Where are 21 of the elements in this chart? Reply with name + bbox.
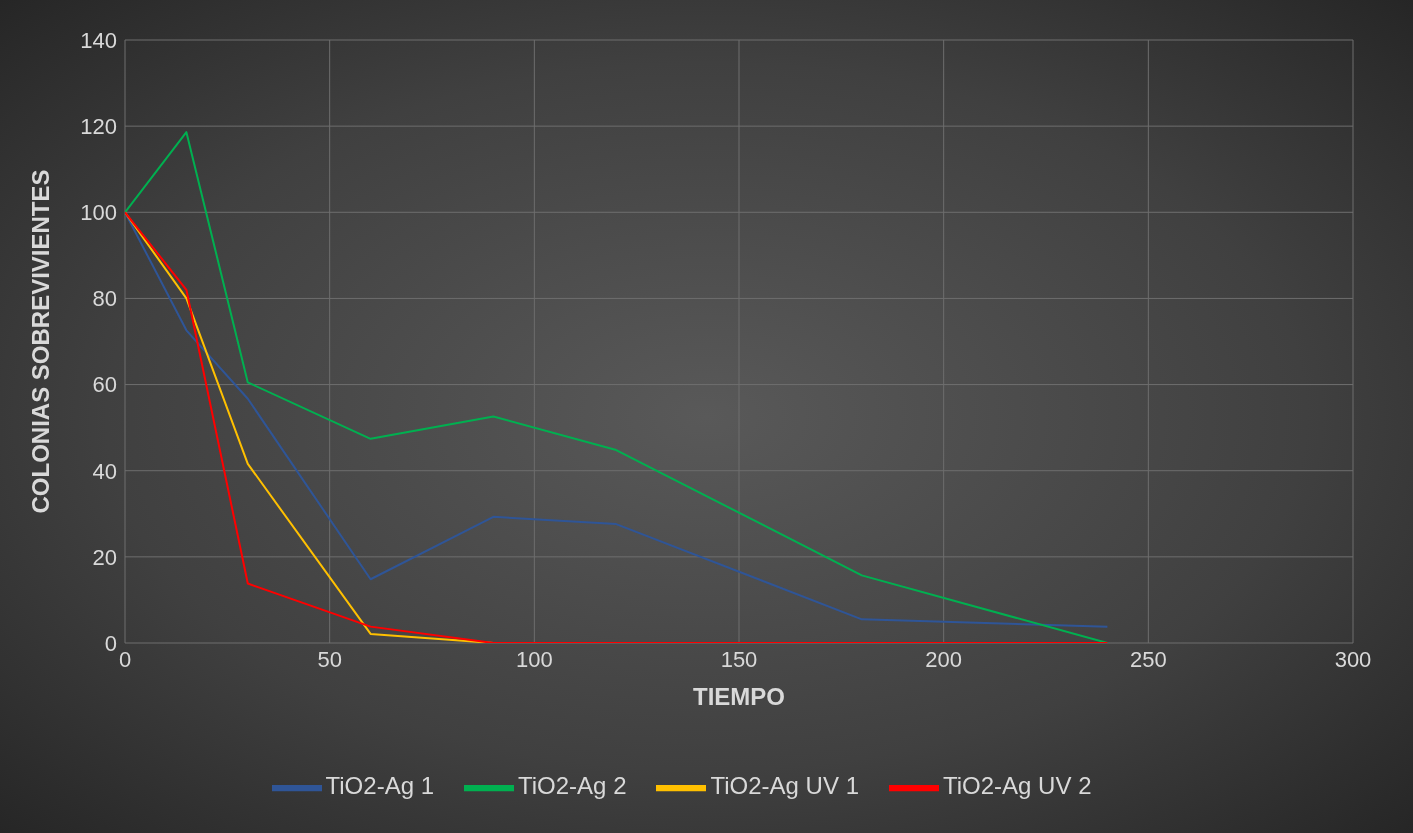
legend-label: TiO2-Ag 1	[325, 772, 434, 800]
y-tick-label: 20	[92, 544, 117, 570]
x-tick-label: 200	[925, 646, 963, 672]
x-tick-label: 150	[720, 646, 758, 672]
y-tick-label: 0	[104, 630, 117, 656]
y-tick-label: 140	[80, 27, 117, 53]
y-tick-label: 120	[80, 113, 117, 139]
legend-label: TiO2-Ag UV 2	[942, 772, 1092, 800]
legend-label: TiO2-Ag 2	[518, 772, 627, 800]
y-tick-label: 100	[80, 200, 117, 226]
legend-label: TiO2-Ag UV 1	[710, 772, 859, 800]
x-tick-label: 100	[515, 646, 553, 672]
y-tick-label: 40	[92, 458, 117, 484]
x-tick-label: 300	[1334, 646, 1372, 672]
y-axis-title: COLONIAS SOBREVIVIENTES	[26, 169, 54, 514]
line-series	[125, 131, 1109, 643]
x-tick-label: 250	[1129, 646, 1167, 672]
y-tick-label: 60	[92, 372, 117, 398]
x-tick-label: 50	[317, 646, 342, 672]
x-axis-title: TIEMPO	[692, 683, 786, 710]
y-tick-label: 80	[92, 286, 117, 312]
